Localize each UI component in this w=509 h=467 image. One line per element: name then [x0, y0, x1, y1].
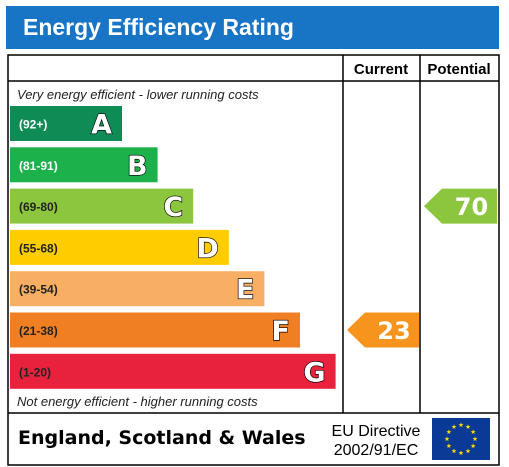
- band-a-bar: [10, 106, 122, 141]
- band-d-bar: [10, 229, 229, 265]
- top-note: Very energy efficient - lower running co…: [17, 87, 259, 102]
- band-d-range: (55-68): [19, 241, 58, 255]
- potential-rating-value: 70: [455, 193, 488, 221]
- band-e-bar: [10, 271, 265, 307]
- band-f-range: (21-38): [19, 324, 58, 338]
- band-g-letter: G: [303, 357, 325, 388]
- band-f-bar: [10, 312, 300, 348]
- directive-line-2: 2002/91/EC: [334, 442, 419, 459]
- bottom-note: Not energy efficient - higher running co…: [17, 394, 258, 409]
- directive-line-1: EU Directive: [332, 423, 421, 440]
- current-rating-arrow: [347, 312, 419, 348]
- potential-rating-arrow: [424, 188, 497, 224]
- band-b-bar: [10, 147, 158, 183]
- band-g-range: (1-20): [19, 365, 51, 379]
- band-f-letter: F: [272, 316, 290, 347]
- current-rating-value: 23: [377, 317, 410, 345]
- rating-bands: (92+) A (81-91) B (69-80) C (55-68) D (39-54) E (2…: [10, 106, 336, 389]
- band-g-bar: [10, 353, 336, 389]
- band-b-letter: B: [127, 151, 148, 182]
- band-b-range: (81-91): [19, 159, 58, 173]
- potential-column-header: Potential: [427, 61, 490, 78]
- page-title: Energy Efficiency Rating: [23, 14, 294, 40]
- region-label: England, Scotland & Wales: [18, 427, 306, 449]
- current-column-header: Current: [354, 61, 408, 78]
- rating-pointers: 23 70: [347, 188, 497, 348]
- band-e-range: (39-54): [19, 283, 58, 297]
- band-c-bar: [10, 188, 194, 224]
- band-c-range: (69-80): [19, 200, 58, 214]
- band-a-letter: A: [91, 110, 112, 141]
- band-c-letter: C: [163, 192, 183, 223]
- band-a-range: (92+): [19, 118, 47, 132]
- band-e-letter: E: [236, 275, 254, 306]
- title-bar: Energy Efficiency Rating: [6, 6, 499, 49]
- band-d-letter: D: [196, 233, 218, 264]
- eu-flag-icon: [432, 418, 490, 460]
